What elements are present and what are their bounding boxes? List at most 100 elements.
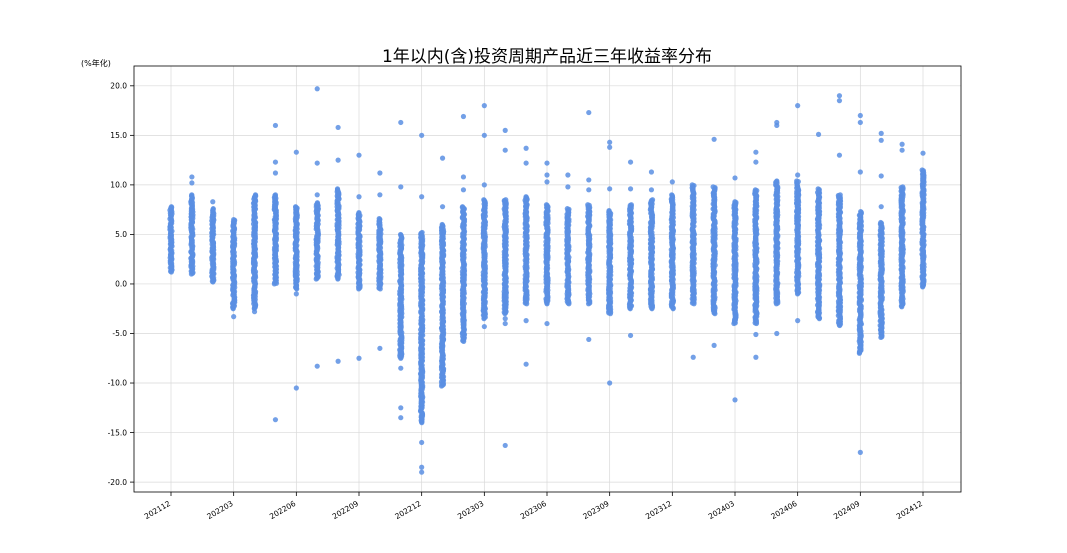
outlier-point bbox=[189, 174, 195, 180]
outlier-point bbox=[669, 179, 675, 185]
data-point bbox=[710, 184, 716, 190]
outlier-point bbox=[648, 187, 655, 193]
outlier-point bbox=[377, 345, 383, 351]
outlier-point bbox=[481, 132, 487, 138]
outlier-point bbox=[627, 186, 634, 192]
outlier-point bbox=[815, 131, 822, 137]
outlier-point bbox=[544, 172, 550, 178]
outlier-point bbox=[314, 192, 320, 198]
outlier-point bbox=[795, 103, 801, 109]
y-axis-unit-label: (%年化) bbox=[81, 58, 111, 68]
data-points bbox=[167, 86, 927, 475]
data-point bbox=[231, 216, 237, 223]
outlier-point bbox=[586, 109, 592, 116]
outlier-point bbox=[398, 119, 404, 126]
outlier-point bbox=[523, 145, 529, 151]
outlier-point bbox=[398, 415, 404, 421]
outlier-point bbox=[460, 187, 467, 193]
data-point bbox=[293, 204, 299, 210]
outlier-point bbox=[398, 365, 404, 371]
outlier-point bbox=[460, 174, 467, 180]
data-point bbox=[419, 229, 425, 236]
data-point bbox=[439, 221, 445, 228]
outlier-point bbox=[356, 355, 362, 361]
outlier-point bbox=[481, 103, 487, 109]
outlier-point bbox=[544, 160, 550, 166]
data-point bbox=[252, 192, 259, 198]
outlier-point bbox=[356, 194, 362, 200]
outlier-point bbox=[586, 187, 592, 193]
outlier-point bbox=[419, 464, 425, 470]
data-point bbox=[585, 202, 591, 208]
outlier-point bbox=[711, 136, 717, 142]
data-point bbox=[794, 178, 800, 184]
outlier-point bbox=[210, 199, 216, 205]
outlier-point bbox=[398, 405, 404, 411]
outlier-point bbox=[774, 119, 780, 126]
data-point bbox=[168, 204, 175, 210]
data-point bbox=[481, 197, 487, 203]
outlier-point bbox=[293, 149, 299, 155]
chart-title: 1年以内(含)投资周期产品近三年收益率分布 bbox=[382, 47, 712, 67]
outlier-point bbox=[481, 182, 487, 188]
outlier-point bbox=[607, 144, 613, 150]
outlier-point bbox=[544, 179, 550, 185]
outlier-point bbox=[753, 331, 759, 338]
data-point bbox=[314, 200, 321, 206]
outlier-point bbox=[586, 177, 592, 183]
outlier-point bbox=[502, 127, 508, 133]
data-point bbox=[523, 194, 529, 200]
outlier-point bbox=[795, 318, 801, 324]
outlier-point bbox=[795, 172, 801, 178]
outlier-point bbox=[502, 147, 508, 153]
outlier-point bbox=[439, 204, 446, 210]
outlier-point bbox=[335, 358, 341, 364]
outlier-point bbox=[607, 139, 613, 145]
data-point bbox=[774, 178, 780, 184]
outlier-point bbox=[377, 170, 383, 176]
outlier-point bbox=[544, 320, 550, 327]
outlier-point bbox=[419, 469, 425, 475]
outlier-point bbox=[481, 323, 487, 330]
data-point bbox=[732, 199, 738, 205]
outlier-point bbox=[314, 86, 320, 92]
outlier-point bbox=[523, 361, 529, 367]
outlier-point bbox=[231, 314, 237, 320]
data-point bbox=[376, 215, 382, 222]
data-point bbox=[815, 186, 821, 192]
data-point bbox=[334, 186, 341, 192]
outlier-point bbox=[732, 175, 738, 181]
outlier-point bbox=[189, 180, 195, 186]
outlier-point bbox=[690, 354, 696, 360]
outlier-point bbox=[607, 380, 613, 386]
data-point bbox=[543, 202, 550, 208]
outlier-point bbox=[439, 155, 446, 161]
data-point bbox=[189, 192, 195, 198]
outlier-point bbox=[293, 291, 299, 297]
outlier-point bbox=[251, 309, 258, 315]
outlier-point bbox=[523, 318, 529, 324]
outlier-point bbox=[648, 169, 655, 175]
outlier-point bbox=[502, 320, 508, 327]
outlier-point bbox=[753, 149, 759, 155]
outlier-point bbox=[523, 160, 529, 166]
data-point bbox=[669, 192, 675, 198]
outlier-point bbox=[272, 122, 279, 129]
outlier-point bbox=[272, 417, 279, 423]
data-point bbox=[503, 197, 509, 203]
outlier-point bbox=[419, 194, 425, 200]
outlier-point bbox=[711, 342, 717, 348]
outlier-point bbox=[753, 159, 759, 165]
outlier-point bbox=[272, 159, 279, 165]
outlier-point bbox=[314, 363, 320, 369]
outlier-point bbox=[753, 354, 759, 360]
outlier-point bbox=[398, 184, 404, 190]
data-point bbox=[210, 206, 216, 212]
data-point bbox=[397, 231, 404, 238]
data-point bbox=[649, 197, 656, 203]
data-point bbox=[606, 208, 612, 214]
outlier-point bbox=[774, 330, 780, 337]
outlier-point bbox=[586, 336, 592, 343]
outlier-point bbox=[502, 316, 508, 322]
data-point bbox=[628, 202, 634, 208]
